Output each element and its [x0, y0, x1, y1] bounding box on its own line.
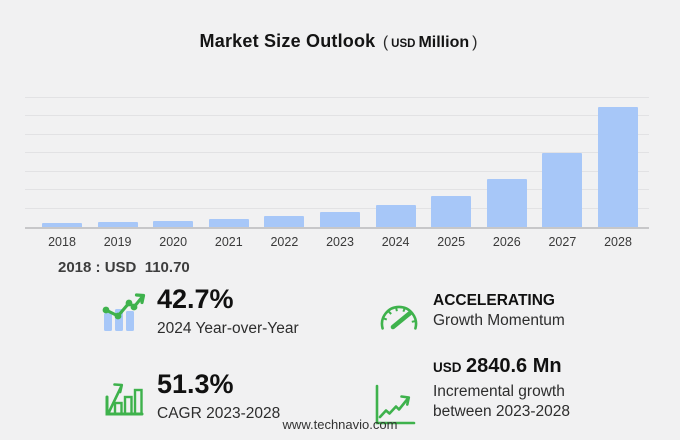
gridline	[25, 152, 649, 154]
x-axis-label-2020: 2020	[159, 235, 188, 249]
page-title: Market Size Outlook (USD Million)	[0, 31, 680, 52]
gauge-icon	[375, 294, 423, 339]
yoy-growth-label: 2024 Year-over-Year	[157, 320, 299, 337]
base-year-value-annotation: 2018 : USD 110.70	[58, 259, 190, 276]
incremental-value-row: USD 2840.6 Mn	[433, 355, 570, 378]
trend-line-axes-icon	[371, 383, 417, 432]
gridline	[25, 115, 649, 117]
yoy-growth-value: 42.7%	[157, 284, 234, 314]
stat-yoy-growth: 42.7% 2024 Year-over-Year	[98, 286, 299, 339]
incremental-label: Incremental growth between 2023-2028	[433, 383, 571, 420]
stat-incremental-growth: USD 2840.6 Mn Incremental growth between…	[371, 355, 571, 425]
bar-chart-plot-area: 2018 2019 2020 2021 2022 2023 2024 2025 2026 2027…	[25, 97, 649, 249]
title-close-paren: )	[472, 34, 478, 51]
bar-2023	[320, 211, 360, 227]
bar-2022	[264, 215, 305, 227]
bar-chart-trend-icon	[98, 290, 150, 339]
stat-cagr: 51.3% CAGR 2023-2028	[102, 371, 280, 424]
website-url: www.technavio.com	[282, 417, 398, 432]
x-axis-label-2027: 2027	[548, 235, 577, 249]
x-axis-label-2023: 2023	[326, 235, 354, 249]
title-open-paren: (	[382, 34, 389, 51]
gridline	[25, 170, 649, 172]
bar-2019	[97, 221, 138, 227]
title-text: Market Size Outlook	[199, 31, 376, 51]
title-currency: USD	[391, 38, 416, 50]
cagr-value: 51.3%	[157, 369, 234, 399]
momentum-value: ACCELERATING	[433, 292, 555, 309]
x-axis-label-2022: 2022	[270, 235, 299, 249]
bar-2021	[208, 218, 249, 227]
gridline	[25, 97, 649, 98]
cagr-label: CAGR 2023-2028	[157, 405, 281, 422]
bar-2025	[431, 195, 472, 227]
bar-2024	[375, 205, 416, 227]
bar-2020	[153, 220, 194, 227]
bar-chart-arrow-icon	[102, 375, 146, 424]
bar-2028	[598, 107, 638, 227]
gridline	[25, 133, 649, 135]
bar-2018	[42, 222, 82, 227]
x-axis-label-2025: 2025	[437, 235, 466, 249]
title-unit: Million	[418, 34, 470, 51]
momentum-label: Growth Momentum	[433, 311, 565, 329]
gridline	[25, 207, 649, 209]
x-axis-label-2019: 2019	[103, 235, 132, 249]
stat-growth-momentum: ACCELERATING Growth Momentum	[375, 292, 565, 330]
gridline	[25, 189, 649, 191]
x-axis-label-2026: 2026	[492, 235, 521, 249]
bar-2027	[542, 153, 583, 227]
incremental-currency: USD	[433, 360, 462, 375]
bar-2026	[486, 179, 527, 227]
x-axis-label-2021: 2021	[214, 235, 243, 249]
x-axis-label-2024: 2024	[381, 235, 410, 249]
incremental-value: 2840.6 Mn	[465, 355, 562, 377]
x-axis-label-2018: 2018	[48, 235, 76, 249]
x-axis-label-2028: 2028	[604, 235, 632, 249]
